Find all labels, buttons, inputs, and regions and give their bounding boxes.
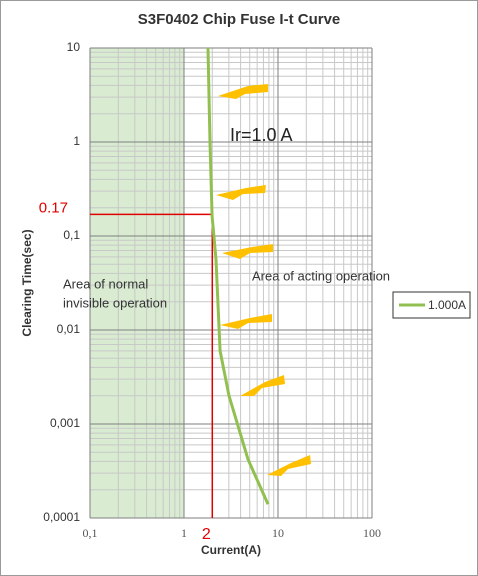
legend-label: 1.000A [428, 298, 466, 312]
x-tick-label: 1 [181, 526, 187, 540]
y-tick-label: 0,001 [50, 416, 80, 430]
lightning-icon [267, 455, 311, 476]
y-tick-label: 0,01 [57, 322, 81, 336]
chart-title: S3F0402 Chip Fuse I-t Curve [138, 11, 341, 28]
reference-label: 0.17 [39, 199, 68, 216]
y-tick-label: 0,0001 [43, 510, 80, 524]
x-tick-label: 0,1 [83, 526, 98, 540]
line-series [206, 47, 270, 505]
legend: 1.000A [392, 291, 471, 319]
annotation: Area of normal [63, 276, 148, 291]
y-tick-label: 10 [67, 40, 81, 54]
shaded-region [90, 48, 184, 518]
lightning-icon [216, 185, 266, 200]
x-axis-label: Current(A) [201, 543, 261, 557]
plot-area: 0,1 1 10 100 0,0001 0,001 0,01 0,1 1 10 0.17 2 [39, 40, 381, 543]
lightning-icons [216, 84, 311, 476]
x-tick-label: 100 [363, 526, 381, 540]
annotation: Area of acting operation [252, 268, 390, 283]
annotation: Ir=1.0 A [230, 125, 293, 145]
lightning-icon [220, 314, 272, 329]
y-tick-label: 0,1 [63, 228, 80, 242]
annotation: invisible operation [63, 295, 167, 310]
y-axis-label: Clearing Time(sec) [20, 229, 34, 336]
lightning-icon [218, 84, 268, 99]
x-tick-label: 10 [272, 526, 284, 540]
reference-label: 2 [202, 526, 211, 543]
y-tick-label: 1 [73, 134, 80, 148]
lightning-icon [222, 244, 273, 259]
lightning-icon [240, 375, 285, 396]
